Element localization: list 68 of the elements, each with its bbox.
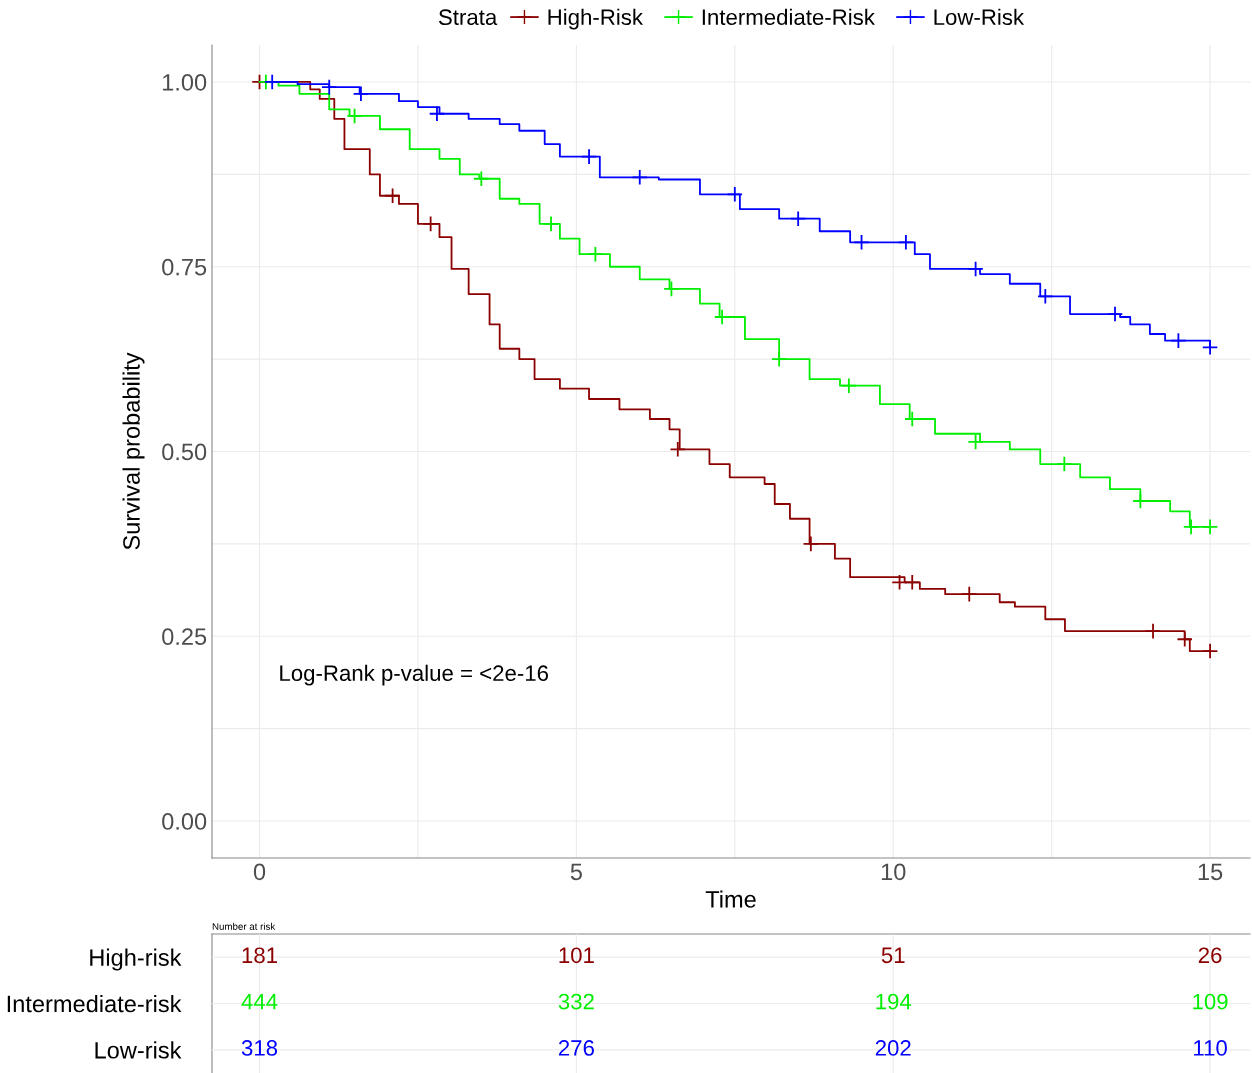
point	[1182, 518, 1200, 536]
point	[891, 574, 908, 591]
data-label: 318	[241, 1040, 278, 1056]
data-label: 181	[242, 947, 277, 964]
data-label: 194	[876, 993, 912, 1010]
point	[1201, 518, 1219, 536]
y-tick-label: Intermediate-risk	[7, 994, 182, 1013]
point	[1170, 332, 1187, 349]
point	[1201, 642, 1219, 660]
point	[384, 187, 401, 204]
data-label: 109	[1193, 993, 1228, 1010]
point	[473, 170, 490, 187]
point	[967, 260, 984, 278]
point	[1144, 622, 1162, 640]
annotation: Log-Rank p-value = <2e-16	[280, 664, 549, 686]
data-label: 51	[881, 947, 905, 964]
y-tick-label: 1.00	[162, 74, 207, 91]
y-axis-title: Survival probability	[122, 352, 145, 550]
point	[352, 85, 370, 102]
point	[967, 433, 984, 451]
x-tick-label: 15	[1198, 863, 1223, 881]
point	[1201, 339, 1219, 356]
point	[663, 280, 680, 298]
point	[428, 105, 446, 122]
point	[1056, 455, 1073, 473]
y-tick-label: 0.00	[162, 813, 207, 830]
data-label: 444	[241, 993, 278, 1010]
point	[897, 234, 915, 251]
point	[346, 107, 363, 125]
point	[853, 234, 870, 251]
point	[587, 245, 604, 263]
point	[961, 585, 978, 603]
x-tick-label: 5	[570, 863, 582, 881]
legend-label: Low-Risk	[934, 8, 1025, 26]
point	[321, 78, 338, 96]
legend-label: High-Risk	[548, 8, 644, 30]
x-tick-label: 10	[881, 863, 906, 881]
point	[264, 73, 281, 91]
y-tick-label: 0.75	[162, 258, 207, 276]
data-label: 26	[1198, 947, 1222, 964]
point	[422, 215, 439, 233]
data-label: 202	[875, 1040, 911, 1056]
x-axis-title: Time	[705, 890, 756, 908]
y-tick-label: High-risk	[90, 948, 182, 971]
point	[1037, 288, 1054, 305]
point	[669, 441, 686, 458]
legend-label: Intermediate-Risk	[702, 8, 875, 26]
point	[726, 186, 743, 203]
point	[631, 169, 648, 186]
y-tick-label: 0.25	[162, 628, 207, 646]
data-label: 110	[1194, 1040, 1227, 1056]
point	[580, 148, 598, 165]
point	[904, 574, 921, 591]
data-label: 332	[558, 993, 594, 1010]
point	[1106, 305, 1124, 323]
point	[789, 210, 807, 227]
chart-title: Number at risk	[212, 922, 276, 930]
y-tick-label: 0.50	[162, 443, 207, 461]
data-label: 276	[558, 1040, 594, 1056]
point	[770, 350, 788, 368]
point	[542, 215, 560, 233]
y-tick-label: Low-risk	[95, 1041, 182, 1059]
point	[1176, 631, 1193, 648]
legend-title: Strata	[438, 9, 498, 26]
point	[802, 535, 820, 553]
x-tick-label: 0	[253, 863, 266, 881]
point	[840, 377, 858, 394]
data-label: 101	[559, 947, 594, 964]
